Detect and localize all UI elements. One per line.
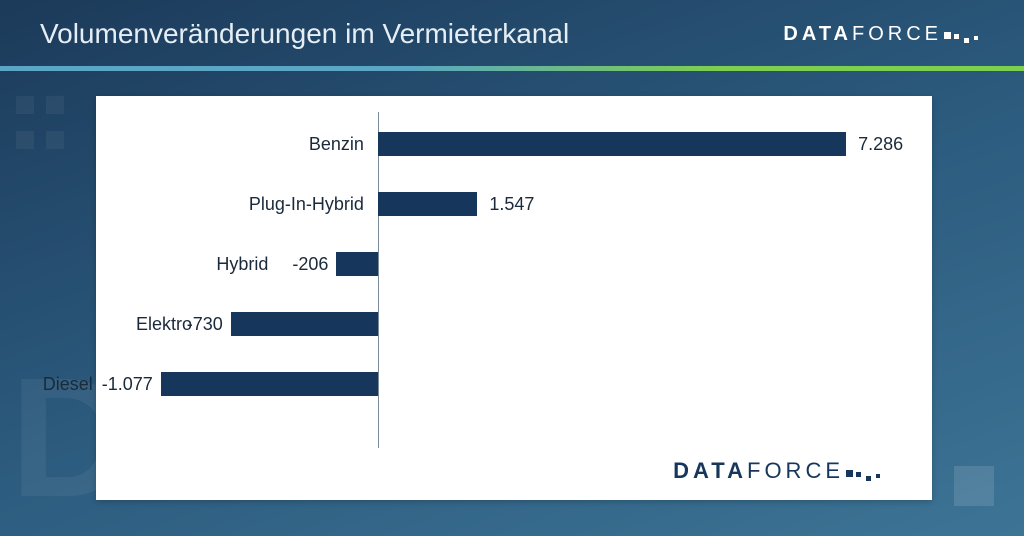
brand-dots-icon	[944, 26, 984, 40]
chart-value-label: -206	[292, 250, 328, 278]
chart-row: -206 Hybrid	[136, 250, 892, 278]
brand-bold: DATA	[783, 23, 852, 45]
header: Volumenveränderungen im Vermieterkanal D…	[0, 0, 1024, 64]
chart-row: 1.547 Plug-In-Hybrid	[136, 190, 892, 218]
brand-logo-top: DATAFORCE	[783, 23, 984, 46]
chart-row: -730 Elektro	[136, 310, 892, 338]
bg-watermark-square-br	[954, 466, 994, 506]
chart-value-label: -1.077	[102, 370, 153, 398]
brand-thin: FORCE	[747, 458, 844, 483]
bg-watermark-squares	[10, 90, 70, 160]
brand-dots-icon	[846, 464, 886, 478]
accent-divider	[0, 66, 1024, 71]
chart-row: 7.286Benzin	[136, 130, 892, 158]
chart-bar	[161, 372, 378, 396]
brand-bold: DATA	[673, 458, 747, 483]
brand-thin: FORCE	[852, 23, 942, 45]
chart-category-label: Diesel	[43, 370, 93, 398]
chart-bar	[378, 132, 846, 156]
slide-root: D Volumenveränderungen im Vermieterkanal…	[0, 0, 1024, 536]
chart-bar	[231, 312, 378, 336]
chart-bar	[378, 192, 477, 216]
page-title: Volumenveränderungen im Vermieterkanal	[40, 18, 569, 50]
chart-card: 7.286Benzin1.547Plug-In-Hybrid-206Hybrid…	[96, 96, 932, 500]
chart-row: -1.077Diesel	[136, 370, 892, 398]
chart-value-label: -730	[187, 310, 223, 338]
chart-bar	[336, 252, 378, 276]
brand-logo-bottom: DATAFORCE	[673, 458, 886, 484]
chart-category-label: Hybrid	[136, 250, 268, 278]
chart-plot-area: 7.286Benzin 1.547 Plug-In-Hybrid -206 Hybrid…	[136, 124, 892, 440]
chart-value-label: 1.547	[489, 190, 534, 218]
chart-category-label: Plug-In-Hybrid	[136, 190, 364, 218]
chart-category-label: Elektro	[136, 310, 163, 338]
chart-value-label: 7.286	[858, 130, 903, 158]
chart-category-label: Benzin	[136, 130, 364, 158]
